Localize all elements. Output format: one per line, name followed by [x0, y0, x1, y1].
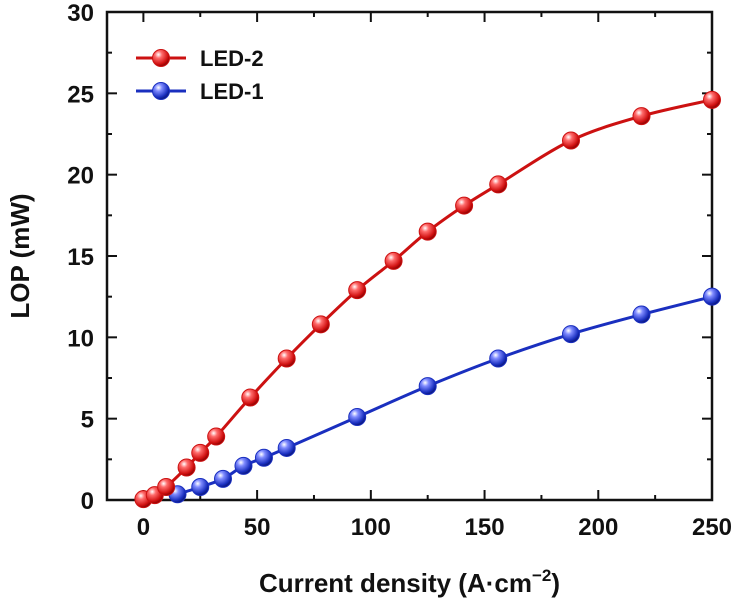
legend-item-led-2: LED-2	[136, 46, 264, 71]
data-point-led-1	[234, 456, 253, 475]
legend-label: LED-2	[200, 46, 264, 71]
legend-marker	[152, 82, 170, 100]
data-point-led-2	[632, 107, 651, 126]
data-point-led-2	[348, 281, 367, 300]
plot-frame	[105, 10, 714, 502]
x-tick-label: 250	[692, 514, 732, 541]
x-tick-label: 200	[578, 514, 618, 541]
data-point-led-1	[418, 377, 437, 396]
y-tick-label: 10	[67, 325, 94, 352]
data-point-led-2	[177, 458, 196, 477]
data-point-led-2	[311, 315, 330, 334]
data-point-led-2	[489, 175, 508, 194]
data-point-led-1	[254, 448, 273, 467]
x-axis-title: Current density (A·cm−2)	[259, 566, 560, 598]
data-point-led-2	[703, 90, 721, 109]
data-point-led-2	[241, 388, 260, 407]
data-point-led-2	[418, 222, 437, 241]
y-tick-label: 30	[67, 0, 94, 27]
x-tick-label: 100	[351, 514, 391, 541]
y-tick-label: 25	[67, 81, 94, 108]
data-point-led-2	[384, 251, 403, 270]
data-point-led-2	[157, 477, 176, 496]
x-axis-title-exponent: −2	[532, 566, 551, 585]
series-line-led-2	[142, 98, 713, 501]
data-point-led-2	[455, 196, 474, 215]
data-point-led-2	[277, 349, 296, 368]
y-tick-label: 15	[67, 244, 94, 271]
data-point-led-2	[207, 427, 226, 446]
y-tick-label: 0	[81, 488, 94, 515]
x-tick-label: 50	[244, 514, 271, 541]
x-axis-title-close: )	[551, 568, 560, 598]
legend-marker	[152, 49, 170, 67]
data-point-led-1	[632, 305, 651, 324]
legend-label: LED-1	[200, 79, 264, 104]
y-tick-label: 5	[81, 407, 94, 434]
y-tick-label: 20	[67, 163, 94, 190]
data-point-led-1	[191, 477, 210, 496]
data-point-led-1	[703, 287, 721, 306]
y-axis-title: LOP (mW)	[5, 193, 35, 318]
data-point-led-1	[277, 438, 296, 457]
data-point-led-1	[489, 349, 508, 368]
x-axis-title-main: Current density (A·cm	[259, 568, 532, 598]
legend-item-led-1: LED-1	[136, 79, 264, 104]
data-point-led-2	[191, 443, 210, 462]
data-point-led-2	[561, 131, 580, 150]
data-point-led-1	[213, 469, 232, 488]
data-point-led-1	[561, 325, 580, 344]
x-tick-label: 0	[137, 514, 150, 541]
x-tick-label: 150	[465, 514, 505, 541]
data-point-led-1	[348, 408, 367, 427]
